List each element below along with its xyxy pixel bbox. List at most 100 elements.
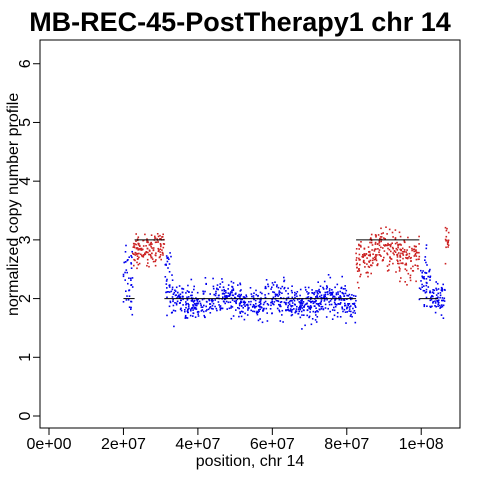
- data-point: [363, 248, 366, 250]
- data-point: [400, 249, 402, 251]
- data-point: [285, 309, 287, 312]
- data-point: [423, 285, 425, 287]
- data-point: [360, 246, 362, 248]
- data-point: [309, 305, 312, 307]
- data-point: [434, 302, 437, 304]
- data-point: [336, 283, 339, 286]
- data-point: [184, 314, 187, 317]
- data-point: [187, 302, 189, 305]
- data-point: [149, 254, 152, 256]
- data-point: [320, 306, 323, 308]
- data-point: [299, 288, 302, 291]
- data-point: [403, 251, 405, 253]
- data-point: [243, 296, 246, 298]
- data-point: [299, 305, 301, 308]
- data-point: [232, 289, 235, 291]
- data-point: [223, 288, 225, 291]
- data-point: [349, 315, 352, 317]
- data-point: [397, 246, 399, 249]
- data-point: [300, 310, 303, 313]
- data-point: [181, 295, 184, 298]
- data-point: [375, 257, 377, 259]
- data-point: [341, 308, 344, 310]
- data-point: [279, 320, 282, 322]
- data-point: [333, 309, 336, 312]
- data-point: [190, 297, 193, 299]
- data-point: [227, 292, 230, 294]
- data-point: [408, 246, 411, 248]
- data-point: [374, 256, 376, 259]
- data-point: [369, 238, 372, 241]
- data-point: [285, 303, 287, 306]
- data-point: [351, 294, 353, 296]
- data-point: [316, 291, 319, 294]
- data-point: [370, 272, 372, 275]
- data-point: [324, 295, 326, 298]
- data-point: [376, 264, 379, 267]
- data-point: [373, 250, 376, 252]
- data-point: [281, 292, 283, 294]
- data-point: [223, 293, 226, 295]
- data-point: [344, 288, 346, 290]
- data-point: [273, 303, 275, 306]
- data-point: [425, 291, 428, 293]
- data-point: [439, 304, 441, 307]
- data-point: [320, 303, 322, 306]
- data-point: [384, 238, 386, 240]
- data-point: [280, 297, 282, 299]
- data-point: [335, 304, 338, 306]
- data-point: [243, 303, 245, 306]
- data-point: [435, 289, 438, 291]
- data-point: [331, 289, 333, 291]
- data-point: [296, 295, 298, 298]
- data-point: [374, 254, 377, 256]
- data-point: [193, 288, 195, 291]
- data-point: [127, 259, 129, 261]
- data-point: [241, 298, 243, 301]
- data-point: [368, 261, 371, 263]
- y-tick-label: 0: [17, 411, 34, 420]
- data-point: [137, 244, 140, 246]
- data-point: [439, 292, 442, 294]
- data-point: [378, 249, 381, 251]
- data-point: [259, 306, 261, 308]
- data-point: [247, 309, 249, 311]
- data-point: [247, 305, 249, 307]
- data-point: [222, 296, 224, 298]
- data-point: [435, 294, 438, 296]
- data-point: [166, 287, 168, 289]
- data-point: [251, 305, 254, 308]
- data-point: [301, 307, 304, 309]
- data-point: [215, 290, 217, 293]
- data-point: [144, 253, 147, 256]
- data-point: [209, 303, 212, 305]
- data-point: [323, 296, 325, 298]
- data-point: [255, 305, 257, 308]
- data-point: [429, 290, 431, 292]
- data-point: [181, 287, 183, 290]
- data-point: [133, 253, 135, 255]
- data-point: [259, 291, 262, 294]
- data-point: [399, 248, 401, 251]
- data-point: [339, 316, 342, 318]
- data-point: [291, 313, 294, 316]
- data-point: [197, 313, 199, 315]
- data-point: [291, 285, 293, 287]
- data-point: [414, 252, 417, 255]
- data-point: [290, 314, 293, 317]
- data-point: [330, 292, 332, 294]
- data-point: [252, 310, 254, 313]
- data-point: [135, 243, 137, 246]
- data-point: [130, 284, 133, 286]
- data-point: [378, 253, 380, 256]
- x-tick-label: 2e+07: [101, 436, 146, 453]
- data-point: [334, 286, 336, 289]
- data-point: [405, 256, 407, 259]
- data-point: [315, 296, 317, 298]
- data-point: [386, 253, 389, 256]
- data-point: [320, 299, 323, 301]
- data-point: [347, 303, 349, 305]
- data-point: [252, 304, 255, 306]
- data-point: [166, 260, 169, 263]
